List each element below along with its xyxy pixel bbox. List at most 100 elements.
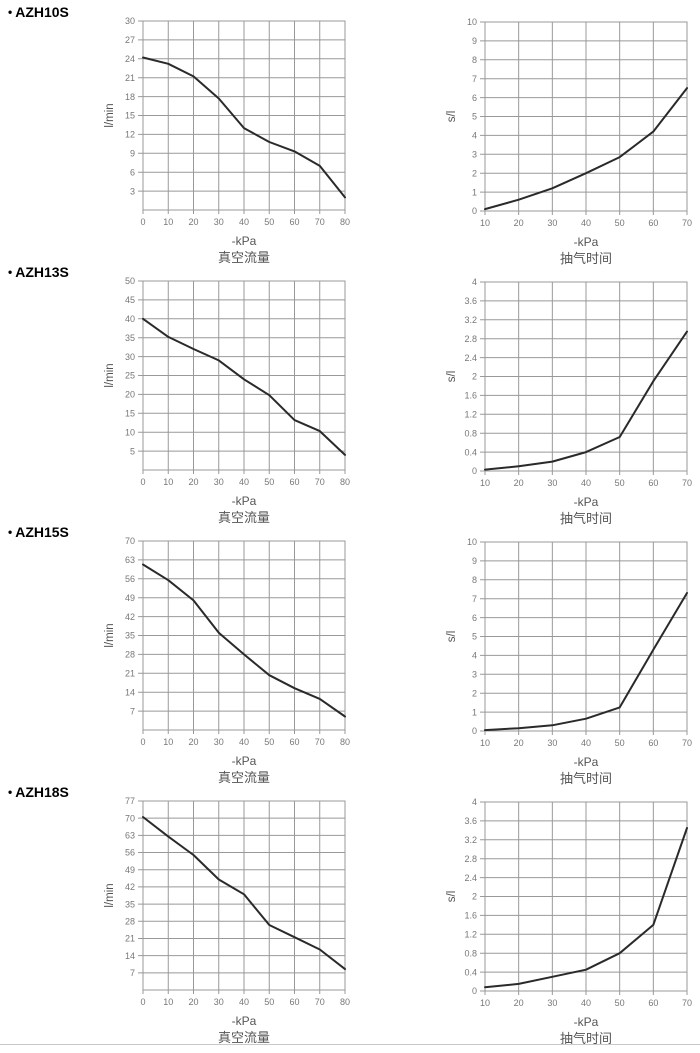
svg-text:0: 0 [140,217,145,227]
svg-text:4: 4 [472,797,477,807]
svg-text:4: 4 [472,277,477,287]
svg-text:50: 50 [615,478,625,488]
svg-text:80: 80 [340,997,350,1007]
svg-text:0: 0 [472,206,477,216]
svg-text:5: 5 [130,446,135,456]
svg-text:6: 6 [472,613,477,623]
x-axis-label: -kPa [232,754,257,768]
y-axis-label: s/l [446,371,458,383]
bullet-icon: • [8,785,13,799]
model-section-azh10s: • AZH10S 0 10 20 30 40 50 60 70 80 3 6 9 12 15 18 21 24 2… [0,0,700,266]
svg-text:1: 1 [472,707,477,717]
svg-text:6: 6 [472,93,477,103]
svg-text:3: 3 [130,186,135,196]
svg-text:2: 2 [472,688,477,698]
svg-text:70: 70 [682,998,692,1008]
svg-text:21: 21 [125,73,135,83]
svg-text:70: 70 [315,477,325,487]
svg-text:40: 40 [581,478,591,488]
svg-text:10: 10 [163,997,173,1007]
model-name: AZH15S [15,524,69,540]
chart-svg-azh15s-flow: 0 10 20 30 40 50 60 70 80 7 14 21 28 35 42 49 56 63 70 l/mi… [104,536,350,785]
pump-time-chart-azh13s: 10 20 30 40 50 60 70 0 0.4 0.8 1.2 1.6 2 2.4 2.8 3.2 3.6… [441,274,700,528]
chart-svg-azh15s-time: 10 20 30 40 50 60 70 0 1 2 3 4 5 6 7 8 9 10 s/l -kPa 抽气时间 [446,537,692,786]
svg-text:4: 4 [472,131,477,141]
svg-text:14: 14 [125,951,135,961]
svg-text:63: 63 [125,831,135,841]
svg-text:70: 70 [682,738,692,748]
svg-text:50: 50 [264,737,274,747]
svg-text:2: 2 [472,892,477,902]
svg-text:80: 80 [340,477,350,487]
svg-text:40: 40 [581,218,591,228]
model-section-azh15s: • AZH15S 0 10 20 30 40 50 60 70 80 7 14 21 28 35 42 49 5… [0,520,700,786]
chart-title: 真空流量 [218,510,270,525]
x-axis-label: -kPa [574,495,599,509]
chart-svg-azh18s-time: 10 20 30 40 50 60 70 0 0.4 0.8 1.2 1.6 2 2.4 2.8 3.2 3.6… [446,797,692,1046]
svg-text:10: 10 [125,427,135,437]
svg-text:10: 10 [163,737,173,747]
svg-text:60: 60 [648,738,658,748]
svg-text:45: 45 [125,295,135,305]
svg-text:10: 10 [480,738,490,748]
svg-text:2.4: 2.4 [464,873,477,883]
svg-text:77: 77 [125,796,135,806]
svg-text:49: 49 [125,593,135,603]
x-axis-label: -kPa [232,494,257,508]
svg-text:20: 20 [188,737,198,747]
svg-text:6: 6 [130,167,135,177]
svg-text:70: 70 [315,997,325,1007]
svg-text:1.2: 1.2 [464,410,477,420]
chart-title: 真空流量 [218,250,270,265]
svg-text:28: 28 [125,650,135,660]
svg-text:0: 0 [140,477,145,487]
svg-text:30: 30 [125,352,135,362]
svg-text:1.6: 1.6 [464,391,477,401]
svg-text:7: 7 [472,74,477,84]
svg-text:8: 8 [472,575,477,585]
y-axis-label: s/l [446,891,458,903]
svg-text:0: 0 [140,737,145,747]
svg-text:2.4: 2.4 [464,353,477,363]
svg-text:20: 20 [514,738,524,748]
svg-text:10: 10 [480,218,490,228]
svg-text:21: 21 [125,669,135,679]
model-name: AZH18S [15,784,69,800]
svg-text:10: 10 [480,478,490,488]
chart-svg-azh13s-time: 10 20 30 40 50 60 70 0 0.4 0.8 1.2 1.6 2 2.4 2.8 3.2 3.6… [446,277,692,526]
svg-text:2.8: 2.8 [464,854,477,864]
svg-text:4: 4 [472,651,477,661]
page-bottom-divider [0,1044,700,1045]
svg-text:80: 80 [340,217,350,227]
model-title-azh10s: • AZH10S [8,4,69,20]
svg-text:30: 30 [547,738,557,748]
model-section-azh13s: • AZH13S 0 10 20 30 40 50 60 70 80 5 10 15 20 25 30 35 4… [0,260,700,526]
svg-text:42: 42 [125,882,135,892]
svg-text:1.2: 1.2 [464,930,477,940]
svg-text:3: 3 [472,670,477,680]
svg-text:5: 5 [472,112,477,122]
chart-svg-azh13s-flow: 0 10 20 30 40 50 60 70 80 5 10 15 20 25 30 35 40 45 50 l/mi… [104,276,350,525]
svg-text:10: 10 [163,477,173,487]
svg-text:30: 30 [214,217,224,227]
model-title-azh15s: • AZH15S [8,524,69,540]
x-axis-label: -kPa [574,755,599,769]
svg-text:20: 20 [188,997,198,1007]
svg-text:0.8: 0.8 [464,428,477,438]
svg-text:50: 50 [125,276,135,286]
svg-text:15: 15 [125,111,135,121]
svg-text:35: 35 [125,899,135,909]
svg-text:42: 42 [125,612,135,622]
svg-text:2: 2 [472,372,477,382]
y-axis-label: l/min [104,883,116,907]
svg-text:7: 7 [130,706,135,716]
vacuum-flow-chart-azh13s: 0 10 20 30 40 50 60 70 80 5 10 15 20 25 30 35 40 45 50 l/mi… [99,273,369,527]
svg-text:35: 35 [125,631,135,641]
svg-text:10: 10 [163,217,173,227]
model-title-azh18s: • AZH18S [8,784,69,800]
svg-text:1: 1 [472,187,477,197]
svg-text:50: 50 [264,997,274,1007]
svg-text:1.6: 1.6 [464,911,477,921]
svg-text:10: 10 [467,17,477,27]
svg-text:60: 60 [648,998,658,1008]
